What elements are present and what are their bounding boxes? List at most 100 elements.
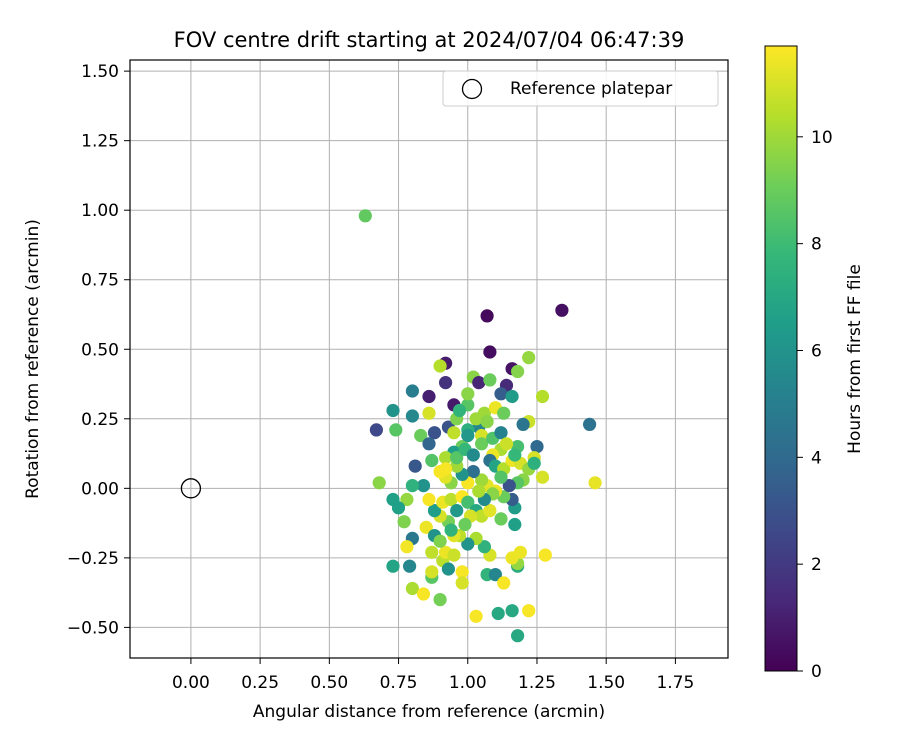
- data-point: [508, 448, 522, 462]
- data-point: [502, 479, 516, 493]
- data-point: [458, 517, 472, 532]
- y-tick-label: 0.00: [81, 479, 119, 499]
- data-point: [497, 406, 511, 420]
- colorbar-tick-label: 0: [811, 662, 822, 682]
- legend: Reference platepar: [442, 70, 719, 107]
- chart-title: FOV centre drift starting at 2024/07/04 …: [174, 28, 685, 52]
- plot-frame: [129, 59, 729, 659]
- data-point: [416, 587, 431, 601]
- data-point: [427, 504, 442, 518]
- y-axis-ticks: −0.50 −0.25 0.00 0.25 0.50 0.75 1.00 1.25 1.50: [67, 62, 130, 638]
- data-point: [522, 351, 536, 365]
- data-point: [408, 459, 422, 473]
- data-point: [491, 606, 505, 621]
- data-point: [494, 512, 508, 526]
- data-point: [400, 540, 414, 554]
- data-point: [588, 476, 602, 490]
- data-point: [386, 492, 400, 507]
- data-point: [483, 373, 497, 387]
- data-point: [422, 437, 436, 451]
- y-tick-label: 1.50: [81, 62, 119, 82]
- data-point: [397, 515, 411, 529]
- data-point: [461, 495, 475, 509]
- data-point: [510, 364, 525, 379]
- data-point: [444, 523, 458, 537]
- data-point: [461, 537, 475, 551]
- data-point: [439, 462, 453, 476]
- data-point: [425, 545, 439, 559]
- colorbar-title: Hours from first FF file: [845, 264, 865, 454]
- data-point: [475, 437, 489, 451]
- data-point: [538, 548, 552, 562]
- data-point: [441, 562, 455, 576]
- x-tick-label: 0.25: [241, 673, 279, 693]
- data-point: [405, 581, 419, 596]
- data-point: [461, 387, 475, 401]
- data-point: [583, 417, 597, 431]
- data-point: [522, 604, 536, 618]
- data-point: [455, 565, 469, 579]
- data-point: [450, 451, 464, 465]
- data-point: [358, 209, 372, 223]
- data-point: [372, 476, 386, 490]
- x-tick-label: 1.75: [656, 673, 694, 693]
- data-point: [497, 576, 511, 590]
- colorbar-ticks: 0 2 4 6 8 10: [797, 128, 833, 682]
- data-point: [483, 504, 497, 518]
- data-point: [555, 303, 569, 317]
- data-point: [405, 409, 419, 423]
- y-axis-title: Rotation from reference (arcmin): [23, 219, 43, 499]
- data-point: [386, 559, 400, 573]
- data-point: [447, 426, 461, 440]
- y-tick-label: 1.25: [81, 132, 119, 152]
- data-point: [505, 389, 519, 404]
- data-point: [425, 453, 439, 468]
- x-axis-ticks: 0.00 0.25 0.50 0.75 1.00 1.25 1.50 1.75: [172, 658, 694, 693]
- grid-lines: [130, 60, 728, 658]
- data-point: [389, 423, 403, 437]
- data-point: [433, 593, 447, 607]
- data-point: [480, 415, 494, 429]
- data-point: [494, 470, 508, 484]
- data-point: [480, 309, 494, 323]
- data-point: [469, 412, 483, 426]
- legend-frame: [442, 70, 719, 107]
- x-tick-label: 1.00: [449, 673, 487, 693]
- data-point: [494, 387, 508, 401]
- data-point: [433, 534, 447, 548]
- data-point: [488, 568, 502, 582]
- data-point: [433, 359, 447, 373]
- data-point: [513, 545, 528, 559]
- data-point: [505, 604, 519, 618]
- data-point: [469, 609, 483, 623]
- data-point: [400, 492, 414, 507]
- data-point: [405, 384, 419, 398]
- data-point: [450, 504, 464, 518]
- data-point: [499, 437, 514, 451]
- data-point: [422, 406, 436, 420]
- data-point: [466, 448, 480, 462]
- data-point: [414, 428, 428, 443]
- data-point: [535, 470, 550, 484]
- data-point: [475, 473, 489, 487]
- y-tick-label: −0.50: [67, 618, 119, 638]
- colorbar-tick-label: 6: [811, 341, 822, 361]
- data-point: [466, 465, 480, 479]
- data-point: [369, 423, 383, 437]
- data-point: [510, 629, 525, 643]
- colorbar-tick-label: 8: [811, 235, 822, 255]
- data-point: [461, 428, 475, 443]
- data-point: [472, 484, 486, 498]
- colorbar-tick-label: 2: [811, 555, 822, 575]
- data-point: [455, 576, 469, 590]
- data-point: [452, 403, 467, 418]
- y-tick-label: 0.75: [81, 271, 119, 291]
- data-point: [416, 479, 431, 493]
- y-tick-label: 0.50: [81, 340, 119, 360]
- data-point: [483, 345, 497, 359]
- data-points: [180, 209, 602, 643]
- data-point: [422, 492, 436, 507]
- colorbar-tick-label: 10: [811, 128, 833, 148]
